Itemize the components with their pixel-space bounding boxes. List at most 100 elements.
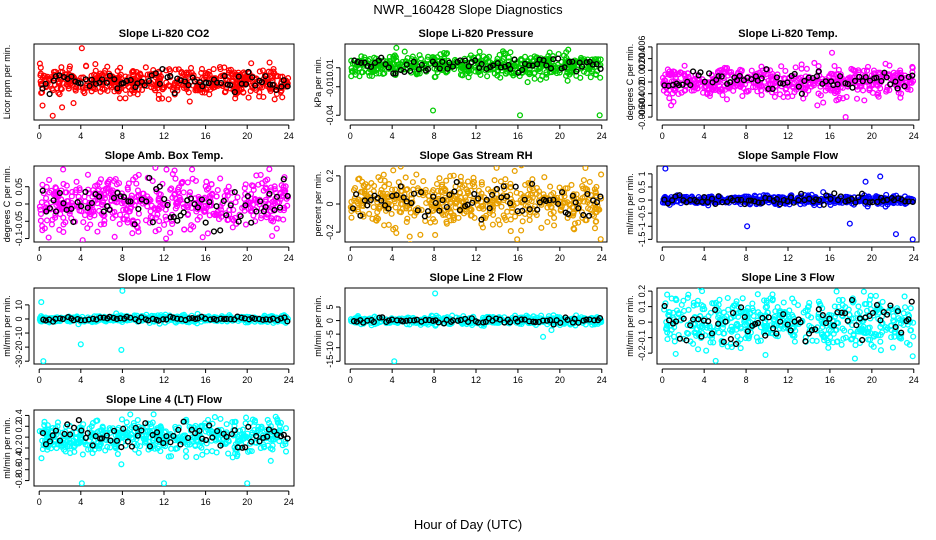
reference-point [426, 316, 433, 324]
x-tick-label: 4 [390, 253, 395, 263]
series-point [406, 233, 413, 240]
reference-point [489, 191, 496, 198]
reference-point [543, 62, 550, 69]
x-axis: 0 4 8 12 16 20 24 [348, 368, 607, 385]
reference-point [417, 189, 425, 196]
x-tick-label: 24 [909, 253, 919, 263]
series-point [101, 191, 108, 199]
reference-point [679, 81, 686, 88]
series-point [223, 84, 230, 91]
series-point [57, 85, 64, 92]
reference-point [378, 197, 385, 204]
series-point [675, 90, 682, 98]
reference-point [848, 195, 855, 202]
x-tick-label: 24 [597, 253, 607, 263]
series-point [161, 221, 168, 228]
series-point [73, 178, 80, 185]
series-point [417, 231, 424, 238]
series-point [155, 226, 162, 233]
series-point [428, 316, 436, 323]
y-tick-label: -10 [325, 341, 335, 354]
reference-point [72, 78, 79, 85]
series-point [113, 181, 120, 188]
series-point [865, 193, 872, 200]
reference-point [446, 59, 453, 66]
reference-point [856, 73, 863, 81]
y-tick-label: -0.006 [637, 104, 647, 130]
series-point [156, 218, 163, 225]
reference-point [469, 199, 476, 206]
reference-point [480, 319, 487, 326]
series-point [229, 189, 236, 196]
reference-point [468, 315, 475, 322]
x-tick-label: 20 [242, 375, 252, 385]
reference-point [68, 73, 75, 80]
x-tick-label: 8 [120, 375, 125, 385]
series-point [907, 86, 914, 93]
series-point [886, 86, 893, 94]
series-point [518, 166, 525, 169]
series-point [203, 186, 210, 193]
x-tick-label: 20 [242, 131, 252, 141]
panel-title: Slope Gas Stream RH [419, 150, 532, 162]
reference-point [844, 80, 851, 88]
outlier-point [78, 45, 85, 52]
outlier-point [429, 107, 437, 114]
reference-point [733, 77, 741, 84]
series-point [222, 75, 229, 82]
reference-point [546, 197, 553, 204]
y-axis-label: ml/min per min. [313, 295, 323, 357]
series-point [229, 224, 236, 231]
reference-point [515, 69, 522, 76]
series-point [392, 204, 399, 211]
reference-point [249, 74, 256, 81]
reference-point [159, 65, 166, 73]
series-point [378, 186, 385, 193]
series-point [802, 85, 809, 92]
series-point [464, 188, 471, 195]
reference-point [205, 80, 212, 87]
reference-point [364, 202, 371, 209]
series-point [835, 66, 842, 73]
series-point [459, 198, 466, 205]
reference-point [123, 313, 130, 320]
series-point [187, 226, 194, 233]
series-point [268, 215, 275, 222]
series-point [366, 72, 373, 79]
x-tick-label: 8 [432, 131, 437, 141]
reference-point [436, 65, 443, 72]
reference-point [410, 190, 418, 197]
series-point [359, 178, 366, 185]
reference-point [547, 65, 555, 72]
reference-point [192, 315, 199, 323]
reference-point [763, 66, 770, 73]
reference-point [559, 189, 566, 196]
reference-point [238, 314, 245, 321]
series-point [210, 66, 217, 73]
reference-point [89, 315, 97, 322]
series-point [541, 174, 548, 181]
reference-point [52, 73, 59, 80]
series-point [767, 73, 775, 80]
series-point [704, 91, 711, 98]
series-point [467, 212, 474, 219]
reference-point [70, 218, 77, 226]
reference-point [845, 197, 852, 204]
reference-point [852, 199, 859, 206]
series-point [217, 175, 224, 182]
y-tick-label: 0.004 [637, 47, 647, 70]
reference-point [704, 199, 711, 206]
series-point [348, 214, 355, 221]
reference-point [149, 219, 156, 226]
reference-point [110, 314, 117, 322]
reference-point [597, 193, 604, 200]
series-point [209, 247, 214, 252]
series-point [37, 78, 44, 85]
outlier-point [432, 231, 439, 239]
series-point [39, 102, 46, 109]
series-point [453, 62, 460, 69]
y-tick-label: 0 [637, 79, 647, 84]
series-point [46, 176, 53, 183]
reference-point [353, 191, 360, 198]
